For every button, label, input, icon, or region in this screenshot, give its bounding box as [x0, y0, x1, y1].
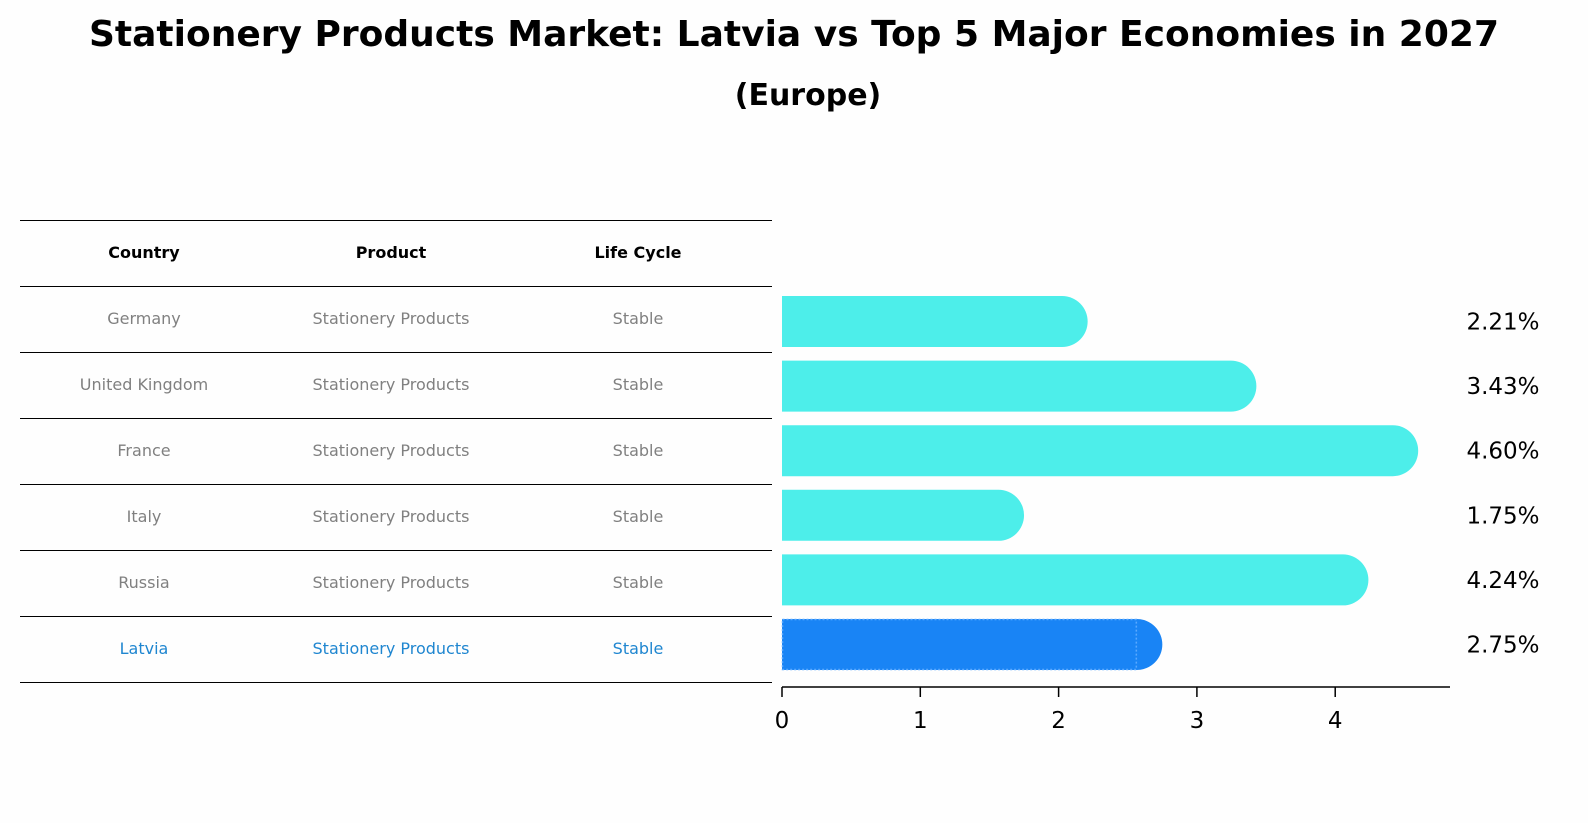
- data-label: 3.43%: [1466, 374, 1539, 400]
- table-cell: United Kingdom: [79, 375, 209, 394]
- table-cell: Stationery Products: [312, 507, 470, 526]
- x-tick-label: 4: [1328, 708, 1343, 734]
- table-rule: [20, 682, 772, 683]
- table-cell: Stable: [612, 573, 664, 592]
- table-rule: [20, 484, 772, 485]
- table-cell: Italy: [126, 507, 162, 526]
- table-rule: [20, 550, 772, 551]
- bar: [782, 489, 1025, 541]
- table-cell: Stationery Products: [312, 309, 470, 328]
- table-header-cell: Life Cycle: [594, 243, 682, 262]
- data-label: 2.75%: [1466, 633, 1539, 659]
- bar: [782, 554, 1369, 606]
- table-cell: Stationery Products: [312, 441, 470, 460]
- chart-subtitle: (Europe): [734, 78, 882, 113]
- table-cell: Latvia: [119, 639, 169, 658]
- table-cell: Stable: [612, 441, 664, 460]
- x-tick-label: 0: [775, 708, 790, 734]
- data-label: 4.60%: [1466, 439, 1539, 465]
- bar: [782, 425, 1419, 477]
- table-rule: [20, 286, 772, 287]
- data-label: 4.24%: [1466, 568, 1539, 594]
- bar: [782, 296, 1088, 347]
- table-header-cell: Product: [355, 243, 427, 262]
- data-label: 1.75%: [1466, 503, 1539, 529]
- table-cell: Stable: [612, 375, 664, 394]
- data-label: 2.21%: [1466, 310, 1539, 336]
- x-tick-label: 2: [1051, 708, 1066, 734]
- bar: [782, 360, 1257, 412]
- table-header-cell: Country: [108, 243, 180, 262]
- table-rule: [20, 616, 772, 617]
- table-rule: [20, 220, 772, 221]
- table-cell: Stationery Products: [312, 573, 470, 592]
- table-rule: [20, 352, 772, 353]
- table-rule: [20, 418, 772, 419]
- table-cell: France: [117, 441, 171, 460]
- x-tick-label: 3: [1190, 708, 1205, 734]
- chart-title: Stationery Products Market: Latvia vs To…: [88, 14, 1499, 55]
- table-cell: Stable: [612, 309, 664, 328]
- bar: [782, 619, 1163, 670]
- table-cell: Stable: [612, 639, 664, 658]
- table-cell: Stationery Products: [312, 639, 470, 658]
- table-cell: Stable: [612, 507, 664, 526]
- x-tick-label: 1: [913, 708, 928, 734]
- table-cell: Russia: [118, 573, 170, 592]
- table-cell: Germany: [107, 309, 181, 328]
- bar-highlight-outline: [781, 618, 1138, 671]
- table-cell: Stationery Products: [312, 375, 470, 394]
